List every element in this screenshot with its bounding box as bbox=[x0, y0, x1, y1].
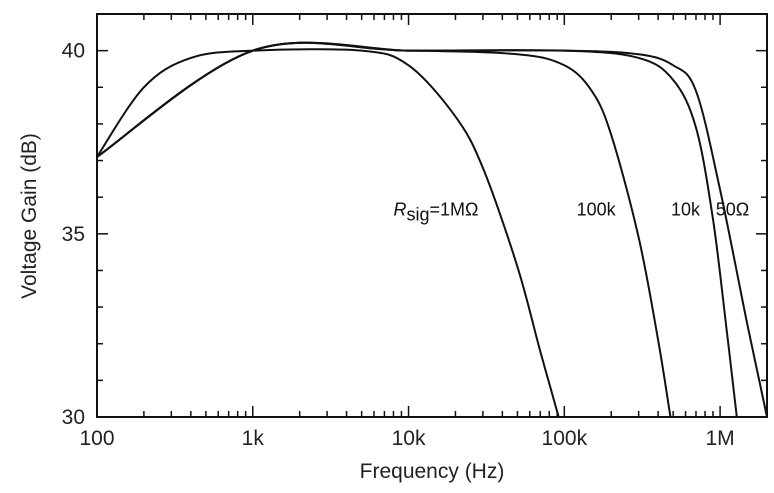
y-tick-label: 40 bbox=[62, 40, 85, 63]
axis-ticks bbox=[96, 13, 768, 418]
series-line-3 bbox=[96, 41, 768, 418]
x-axis-title: Frequency (Hz) bbox=[360, 460, 505, 483]
x-tick-label: 100k bbox=[542, 427, 588, 450]
x-tick-label: 100 bbox=[79, 427, 114, 450]
series-label-2: 10k bbox=[671, 200, 701, 220]
x-tick-label: 10k bbox=[392, 427, 426, 450]
y-tick-label: 30 bbox=[62, 406, 85, 429]
series-label-0: Rsig=1MΩ bbox=[393, 200, 478, 225]
series-line-1 bbox=[96, 41, 672, 418]
series-label-1: 100k bbox=[577, 200, 617, 220]
x-tick-label: 1k bbox=[242, 427, 265, 450]
tick-labels: 100 1k 10k 100k 1M 30 35 40 bbox=[62, 40, 735, 450]
series-annotations: Rsig=1MΩ 100k 10k 50Ω bbox=[393, 200, 749, 225]
series-line-2 bbox=[96, 41, 738, 418]
series-label-3: 50Ω bbox=[716, 200, 749, 220]
x-tick-label: 1M bbox=[706, 427, 735, 450]
series-curves bbox=[96, 41, 768, 418]
series-line-0 bbox=[96, 48, 560, 418]
plot-frame bbox=[96, 13, 768, 418]
y-tick-label: 35 bbox=[62, 223, 85, 246]
y-axis-title: Voltage Gain (dB) bbox=[18, 133, 41, 299]
